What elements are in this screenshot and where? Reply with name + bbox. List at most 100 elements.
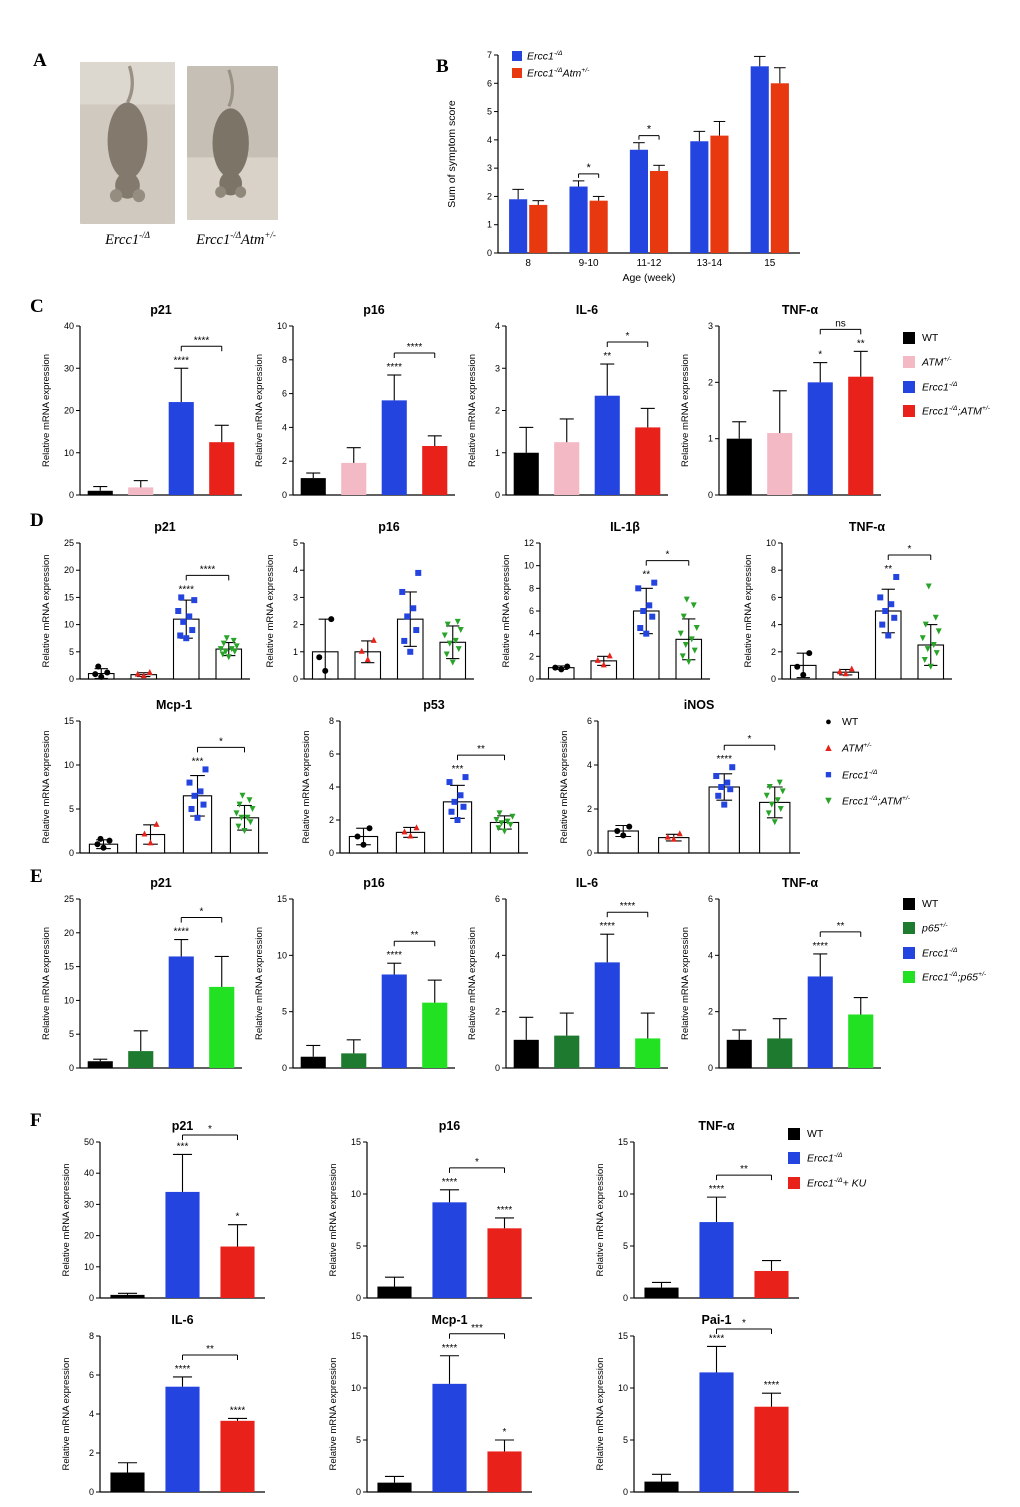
svg-text:6: 6 <box>529 606 534 616</box>
svg-text:2: 2 <box>495 406 500 416</box>
mouse-silhouette <box>187 66 278 220</box>
svg-text:0: 0 <box>329 848 334 858</box>
svg-text:6: 6 <box>587 716 592 726</box>
svg-text:Relative mRNA expression: Relative mRNA expression <box>41 731 52 844</box>
color-swatch-icon <box>788 1128 800 1140</box>
svg-text:40: 40 <box>64 321 74 331</box>
svg-text:15: 15 <box>351 1137 361 1147</box>
chart-c-il6: IL-6 0 1 2 3 4 Relative mRNA expression ** * <box>464 300 676 510</box>
svg-text:5: 5 <box>623 1435 628 1445</box>
color-swatch-icon <box>903 356 915 369</box>
legend-label: Ercc1-/Δ <box>807 1152 843 1165</box>
svg-text:*: * <box>818 350 822 361</box>
svg-text:6: 6 <box>708 894 713 904</box>
color-swatch-icon <box>903 898 915 910</box>
svg-text:5: 5 <box>293 538 298 548</box>
svg-text:2: 2 <box>529 651 534 661</box>
svg-text:8: 8 <box>525 258 531 269</box>
svg-text:15: 15 <box>277 894 287 904</box>
svg-text:*: * <box>208 1124 212 1135</box>
svg-text:**: ** <box>642 570 650 581</box>
svg-text:3: 3 <box>495 363 500 373</box>
color-swatch-icon <box>903 971 915 984</box>
svg-text:**: ** <box>477 744 485 755</box>
svg-text:15: 15 <box>618 1331 628 1341</box>
chart-e-p21: p21 0 5 10 15 20 25 Relative mRNA expression ***… <box>38 873 250 1083</box>
panel-label-c: C <box>30 296 44 317</box>
svg-text:5: 5 <box>69 1029 74 1039</box>
svg-text:p16: p16 <box>439 1119 461 1133</box>
svg-text:Relative mRNA expression: Relative mRNA expression <box>265 555 276 668</box>
svg-text:TNF-α: TNF-α <box>782 303 818 317</box>
svg-text:7: 7 <box>487 50 492 60</box>
color-swatch-icon <box>788 1176 800 1189</box>
svg-text:15: 15 <box>64 592 74 602</box>
svg-text:****: **** <box>709 1333 725 1344</box>
svg-text:****: **** <box>716 754 732 765</box>
svg-text:***: *** <box>192 756 204 767</box>
color-swatch-icon <box>903 405 915 418</box>
chart-d-p21: p21 0 5 10 15 20 25 Relative mRNA expression ***… <box>38 517 258 694</box>
chart-e-il6: IL-6 0 2 4 6 Relative mRNA expression **** **** <box>464 873 676 1083</box>
svg-text:**: ** <box>884 564 892 575</box>
svg-text:11-12: 11-12 <box>637 258 662 269</box>
svg-text:15: 15 <box>64 716 74 726</box>
svg-text:0: 0 <box>69 1063 74 1073</box>
svg-text:4: 4 <box>495 950 500 960</box>
svg-text:0: 0 <box>708 1063 713 1073</box>
legend-label: Ercc1-/Δ <box>922 380 958 394</box>
chart-e-p16: p16 0 5 10 15 Relative mRNA expression **** ** <box>251 873 463 1083</box>
svg-text:****: **** <box>386 950 402 961</box>
svg-text:p21: p21 <box>150 303 172 317</box>
svg-text:p16: p16 <box>363 303 385 317</box>
legend-item: Ercc1-/Δ;ATM+/- <box>903 405 990 418</box>
svg-text:**: ** <box>603 351 611 362</box>
svg-text:10: 10 <box>64 448 74 458</box>
svg-text:****: **** <box>812 941 828 952</box>
svg-text:Relative mRNA expression: Relative mRNA expression <box>328 1164 339 1277</box>
svg-text:15: 15 <box>618 1137 628 1147</box>
svg-text:40: 40 <box>84 1168 94 1178</box>
svg-text:****: **** <box>497 1205 513 1216</box>
svg-text:****: **** <box>178 584 194 595</box>
chart-d-il1b: IL-1β 0 2 4 6 8 10 12 Relative mRNA expression **… <box>498 517 718 694</box>
mouse-photo-ercc1 <box>80 62 175 224</box>
legend-label: WT <box>807 1128 824 1140</box>
svg-text:****: **** <box>386 362 402 373</box>
legend-item: Ercc1-/Δ <box>512 50 589 63</box>
chart-d-p53: p53 0 2 4 6 8 Relative mRNA expression *** ** <box>298 695 536 868</box>
chart-f-pai1: Pai-1 0 5 10 15 Relative mRNA expression **** *… <box>592 1310 807 1507</box>
svg-text:Mcp-1: Mcp-1 <box>431 1313 467 1327</box>
svg-text:p16: p16 <box>363 876 385 890</box>
svg-text:4: 4 <box>487 135 492 145</box>
svg-text:Relative mRNA expression: Relative mRNA expression <box>328 1358 339 1471</box>
legend-label: ATM+/- <box>922 356 952 369</box>
svg-text:4: 4 <box>529 629 534 639</box>
svg-text:****: **** <box>173 927 189 938</box>
svg-text:6: 6 <box>329 749 334 759</box>
svg-text:*: * <box>503 1427 507 1438</box>
svg-text:20: 20 <box>64 928 74 938</box>
chart-d-inos: iNOS 0 2 4 6 Relative mRNA expression **** * <box>556 695 808 868</box>
svg-text:*: * <box>200 907 204 918</box>
svg-text:Relative mRNA expression: Relative mRNA expression <box>41 927 52 1040</box>
svg-text:8: 8 <box>282 355 287 365</box>
svg-text:*: * <box>908 544 912 555</box>
svg-text:30: 30 <box>64 363 74 373</box>
svg-text:Relative mRNA expression: Relative mRNA expression <box>467 927 478 1040</box>
svg-text:10: 10 <box>64 620 74 630</box>
legend-label: Ercc1-/Δ;p65+/- <box>922 971 987 984</box>
legend-label: p65+/- <box>922 922 948 935</box>
svg-text:15: 15 <box>764 258 776 269</box>
legend-panel-c: WT ATM+/- Ercc1-/Δ Ercc1-/Δ;ATM+/- <box>903 332 990 430</box>
svg-text:Relative mRNA expression: Relative mRNA expression <box>595 1358 606 1471</box>
svg-text:4: 4 <box>282 422 287 432</box>
legend-item: WT <box>903 332 990 344</box>
legend-label: WT <box>922 332 939 344</box>
svg-text:****: **** <box>230 1405 246 1416</box>
svg-text:2: 2 <box>282 456 287 466</box>
legend-label: Ercc1-/Δ+ KU <box>807 1176 867 1190</box>
svg-text:3: 3 <box>487 163 492 173</box>
svg-text:*: * <box>647 124 652 136</box>
